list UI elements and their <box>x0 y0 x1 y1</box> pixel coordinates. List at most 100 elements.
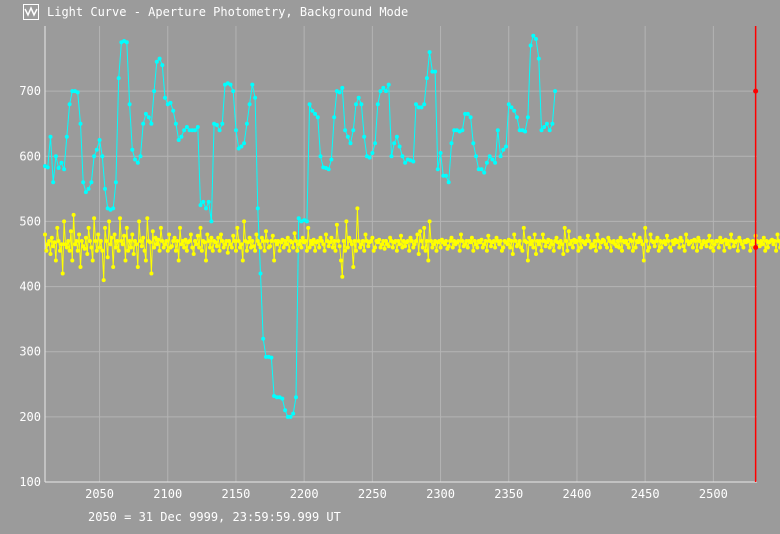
series-1-point <box>712 242 717 247</box>
series-1-point <box>665 233 669 238</box>
series-1-point <box>272 258 277 263</box>
series-1-point <box>520 248 525 253</box>
series-0-point <box>343 128 348 133</box>
y-tick-label-5: 600 <box>19 149 41 163</box>
series-1-point <box>486 233 491 238</box>
series-1-point <box>333 248 338 253</box>
series-1-point <box>639 239 644 243</box>
series-1-point <box>113 245 118 250</box>
series-1-point <box>757 244 762 249</box>
series-0-point <box>206 199 211 204</box>
series-1-point <box>568 242 573 247</box>
series-1-point <box>656 248 661 253</box>
series-1-point <box>322 248 327 253</box>
series-1-point <box>629 239 634 243</box>
series-1-point <box>776 239 780 243</box>
series-1-point <box>274 242 279 247</box>
series-1-point <box>438 245 443 250</box>
series-1-point <box>191 252 196 256</box>
series-1-point <box>90 258 95 263</box>
series-1-point <box>384 239 388 243</box>
series-1-point <box>73 242 77 247</box>
series-1-point <box>682 248 687 253</box>
series-0-point <box>490 157 495 162</box>
series-1-point <box>460 239 465 243</box>
series-1-point <box>681 244 686 249</box>
series-1-point <box>195 233 200 238</box>
series-1-point <box>120 242 125 247</box>
series-1-point <box>221 245 226 250</box>
series-1-point <box>471 248 476 253</box>
series-0-point <box>100 154 105 159</box>
series-1-point <box>345 245 350 250</box>
series-1-point <box>326 244 331 249</box>
series-1-point <box>104 239 109 243</box>
series-1-point <box>317 245 322 250</box>
series-1-point <box>585 233 590 238</box>
series-1-point <box>748 248 753 253</box>
series-0-point <box>163 95 167 100</box>
time-readout: 2050 = 31 Dec 9999, 23:59:59.999 UT <box>88 510 341 524</box>
series-1-point <box>204 258 208 263</box>
series-1-point <box>377 237 382 242</box>
series-0-line <box>44 34 556 418</box>
series-1-point <box>644 239 649 243</box>
series-1-point <box>444 239 448 243</box>
series-0-point <box>149 121 154 126</box>
series-1-point <box>654 239 659 243</box>
series-1-point <box>264 229 268 234</box>
series-1-point <box>60 271 65 276</box>
series-1-point <box>775 232 780 237</box>
series-1-point <box>598 245 603 250</box>
series-0-point <box>94 147 99 152</box>
series-1-point <box>44 248 49 253</box>
series-0-point <box>547 128 552 133</box>
series-0-point <box>460 128 465 133</box>
series-0-point <box>89 180 94 185</box>
series-1-point <box>208 245 212 250</box>
series-1-point <box>369 239 373 243</box>
series-1-point <box>135 265 140 269</box>
series-0-point <box>86 186 91 191</box>
series-1-point <box>202 240 207 245</box>
series-1-point <box>399 233 403 238</box>
series-1-point <box>549 239 553 243</box>
series-0-point <box>231 89 236 94</box>
series-1-point <box>509 239 514 243</box>
series-1-point <box>446 244 451 249</box>
series-1-point <box>420 245 425 250</box>
series-1-point <box>632 232 637 237</box>
series-0-point <box>179 134 184 139</box>
series-1-point <box>158 225 163 230</box>
series-1-point <box>734 239 739 243</box>
series-0-point <box>51 180 56 185</box>
cursor[interactable] <box>753 26 759 482</box>
series-1-point <box>711 248 716 253</box>
series-1-point <box>292 231 297 236</box>
series-1-point <box>483 239 488 243</box>
series-1-point <box>529 239 534 243</box>
series-1-point <box>707 233 712 238</box>
series-1-point <box>696 235 701 240</box>
series-1-point <box>307 245 312 250</box>
series-1-point <box>491 239 496 243</box>
series-1-point <box>329 235 334 240</box>
series-1-point <box>157 248 162 253</box>
series-1-point <box>659 245 664 250</box>
series-1-point <box>528 242 533 247</box>
series-1-point <box>472 239 477 243</box>
series-1-point <box>579 245 583 250</box>
series-1-point <box>298 239 303 243</box>
series-1-point <box>86 225 91 230</box>
x-tick-label-7: 2400 <box>563 487 592 501</box>
series-1-point <box>532 232 537 237</box>
series-1-point <box>336 239 341 243</box>
series-0-point <box>351 128 356 133</box>
series-1-point <box>341 239 346 243</box>
series-0-point <box>146 115 151 120</box>
series-1-point <box>611 239 616 243</box>
series-1-point <box>605 245 609 250</box>
series-1-point <box>763 248 768 253</box>
series-1 <box>43 206 780 283</box>
